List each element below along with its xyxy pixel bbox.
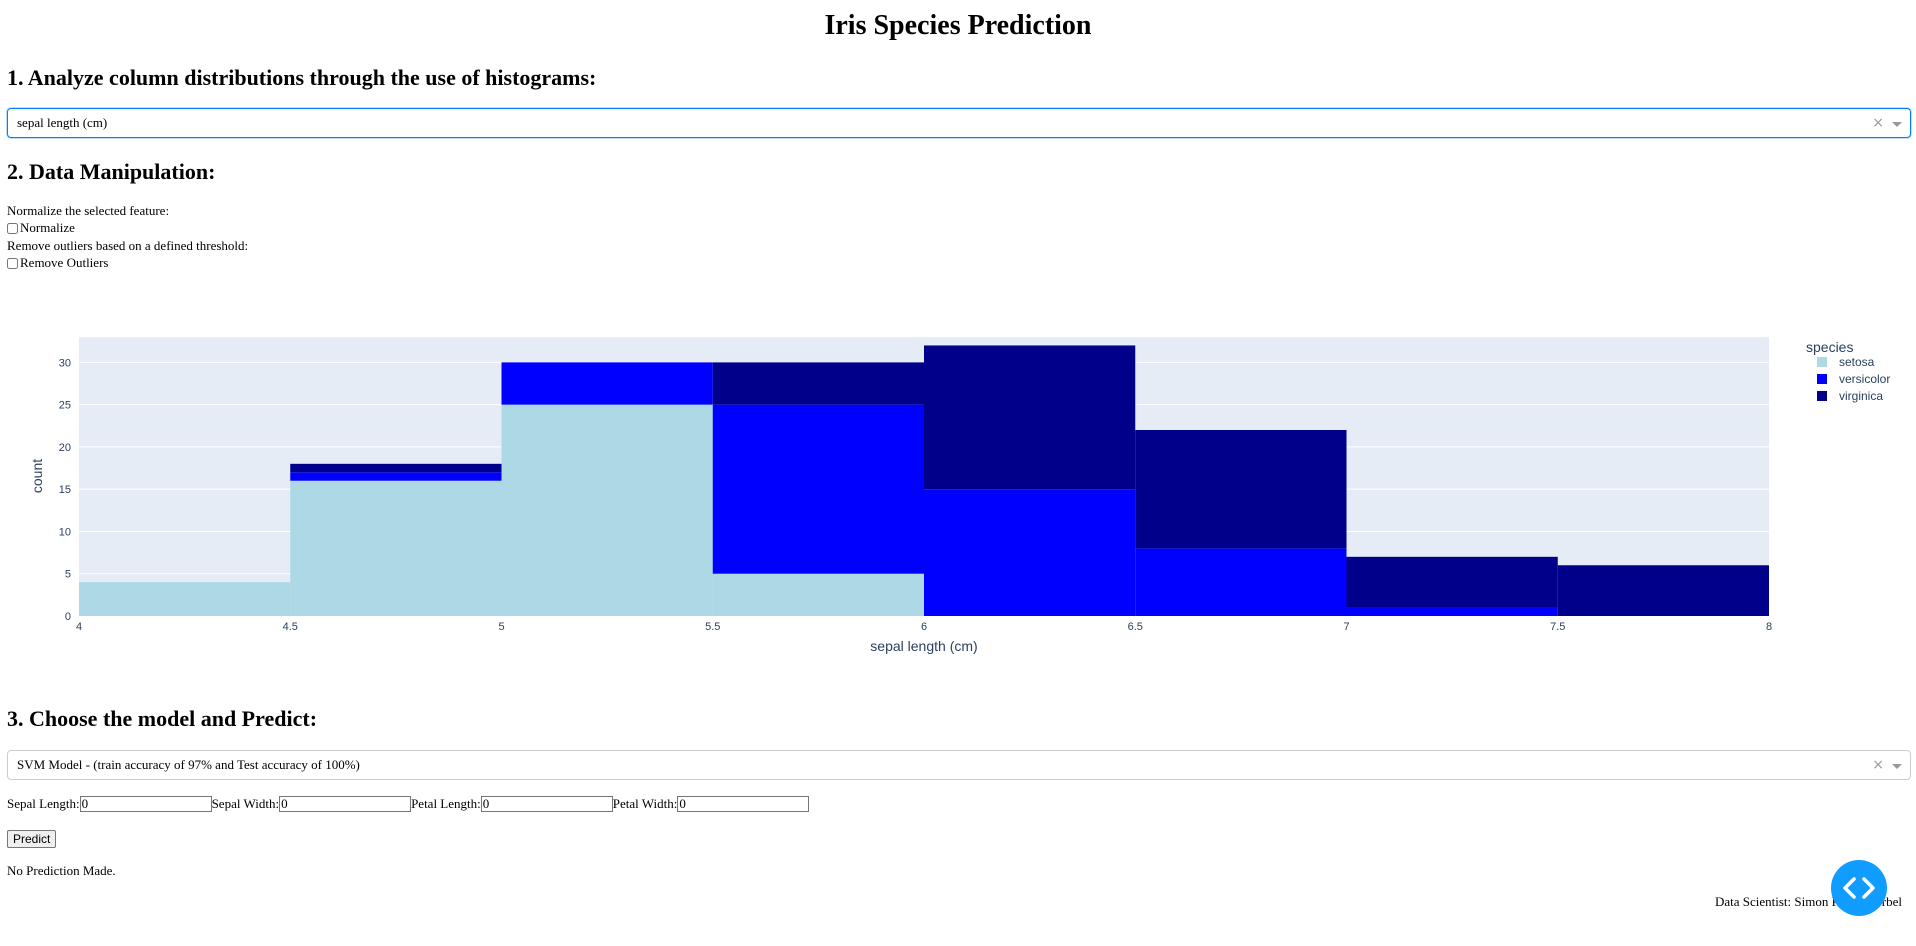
y-tick-label: 15 [59,484,71,496]
section2-heading: 2. Data Manipulation: [7,159,216,184]
x-tick-label: 4.5 [283,621,298,633]
bar-virginica [924,345,1136,490]
dev-tools-button[interactable] [1831,860,1887,916]
bar-versicolor [501,362,713,405]
bar-versicolor [290,472,502,481]
x-tick-label: 5 [498,621,504,633]
legend-swatch-setosa [1817,357,1827,367]
x-tick-label: 4 [76,621,82,633]
bar-versicolor [924,489,1136,616]
x-tick-label: 8 [1766,621,1772,633]
predict-button[interactable]: Predict [7,830,57,848]
prediction-result: No Prediction Made. [7,863,116,878]
bar-virginica [712,362,924,405]
normalize-caption: Normalize the selected feature: [7,203,170,218]
legend: setosa versicolor virginica [1817,355,1890,403]
y-tick-labels: 0 5 10 15 20 25 30 [59,357,71,623]
y-tick-label: 25 [59,400,71,412]
model-dropdown[interactable]: SVM Model - (train accuracy of 97% and T… [7,750,1911,780]
legend-swatch-versicolor [1817,374,1827,384]
normalize-option[interactable]: Normalize [7,220,75,236]
x-tick-label: 5.5 [705,621,720,633]
chevron-down-icon[interactable] [1892,122,1902,127]
petal-length-label: Petal Length: [411,796,481,811]
legend-label-setosa: setosa [1839,355,1875,369]
feature-dropdown-value: sepal length (cm) [17,115,108,130]
page-title: Iris Species Prediction [824,10,1092,41]
bar-versicolor [1135,548,1347,616]
x-tick-label: 7.5 [1550,621,1565,633]
y-tick-label: 10 [59,526,71,538]
remove-outliers-option[interactable]: Remove Outliers [7,255,108,271]
petal-width-label: Petal Width: [612,796,678,811]
clear-icon[interactable]: × [1872,757,1884,773]
histogram-chart: 0 5 10 15 20 25 30 4 4.5 5 5.5 6 6.5 7 7.5 8 sepal len… [29,337,1890,654]
bar-virginica [1135,430,1347,549]
legend-label-virginica: virginica [1839,389,1883,403]
legend-title: species [1806,339,1853,355]
sepal-width-label: Sepal Width: [211,796,280,811]
bar-versicolor [1346,607,1558,616]
bar-virginica [1346,556,1558,608]
petal-width-input[interactable] [677,796,810,812]
x-tick-label: 6 [921,621,927,633]
y-tick-label: 30 [59,357,71,369]
section3-heading: 3. Choose the model and Predict: [7,706,318,731]
bar-versicolor [712,404,924,574]
chevron-down-icon[interactable] [1892,764,1902,769]
remove-outliers-checkbox[interactable] [7,257,18,269]
y-tick-label: 0 [65,611,71,623]
bar-setosa [501,404,713,616]
code-brackets-icon [1843,877,1875,899]
y-axis-title: count [29,459,45,493]
sepal-length-input[interactable] [79,796,212,812]
x-tick-label: 6.5 [1128,621,1143,633]
y-tick-label: 20 [59,442,71,454]
outliers-caption: Remove outliers based on a defined thres… [7,238,249,253]
bar-setosa [712,573,924,616]
bar-virginica [1557,565,1769,616]
normalize-checkbox[interactable] [7,222,18,234]
bar-setosa [290,480,502,616]
bars [79,345,1769,616]
prediction-inputs: Sepal Length: Sepal Width: Petal Length:… [7,796,810,812]
x-tick-labels: 4 4.5 5 5.5 6 6.5 7 7.5 8 [76,621,1772,633]
y-tick-label: 5 [65,569,71,581]
clear-icon[interactable]: × [1872,115,1884,131]
legend-label-versicolor: versicolor [1839,372,1890,386]
remove-outliers-label: Remove Outliers [20,255,109,270]
bar-virginica [290,463,502,473]
legend-swatch-virginica [1817,391,1827,401]
petal-length-input[interactable] [480,796,613,812]
feature-dropdown[interactable]: sepal length (cm) × [7,108,1911,138]
normalize-label: Normalize [20,220,75,235]
bar-setosa [79,582,291,616]
model-dropdown-value: SVM Model - (train accuracy of 97% and T… [17,757,360,772]
sepal-length-label: Sepal Length: [7,796,80,811]
sepal-width-input[interactable] [279,796,412,812]
x-tick-label: 7 [1343,621,1349,633]
section1-heading: 1. Analyze column distributions through … [7,65,597,90]
x-axis-title: sepal length (cm) [870,638,977,654]
